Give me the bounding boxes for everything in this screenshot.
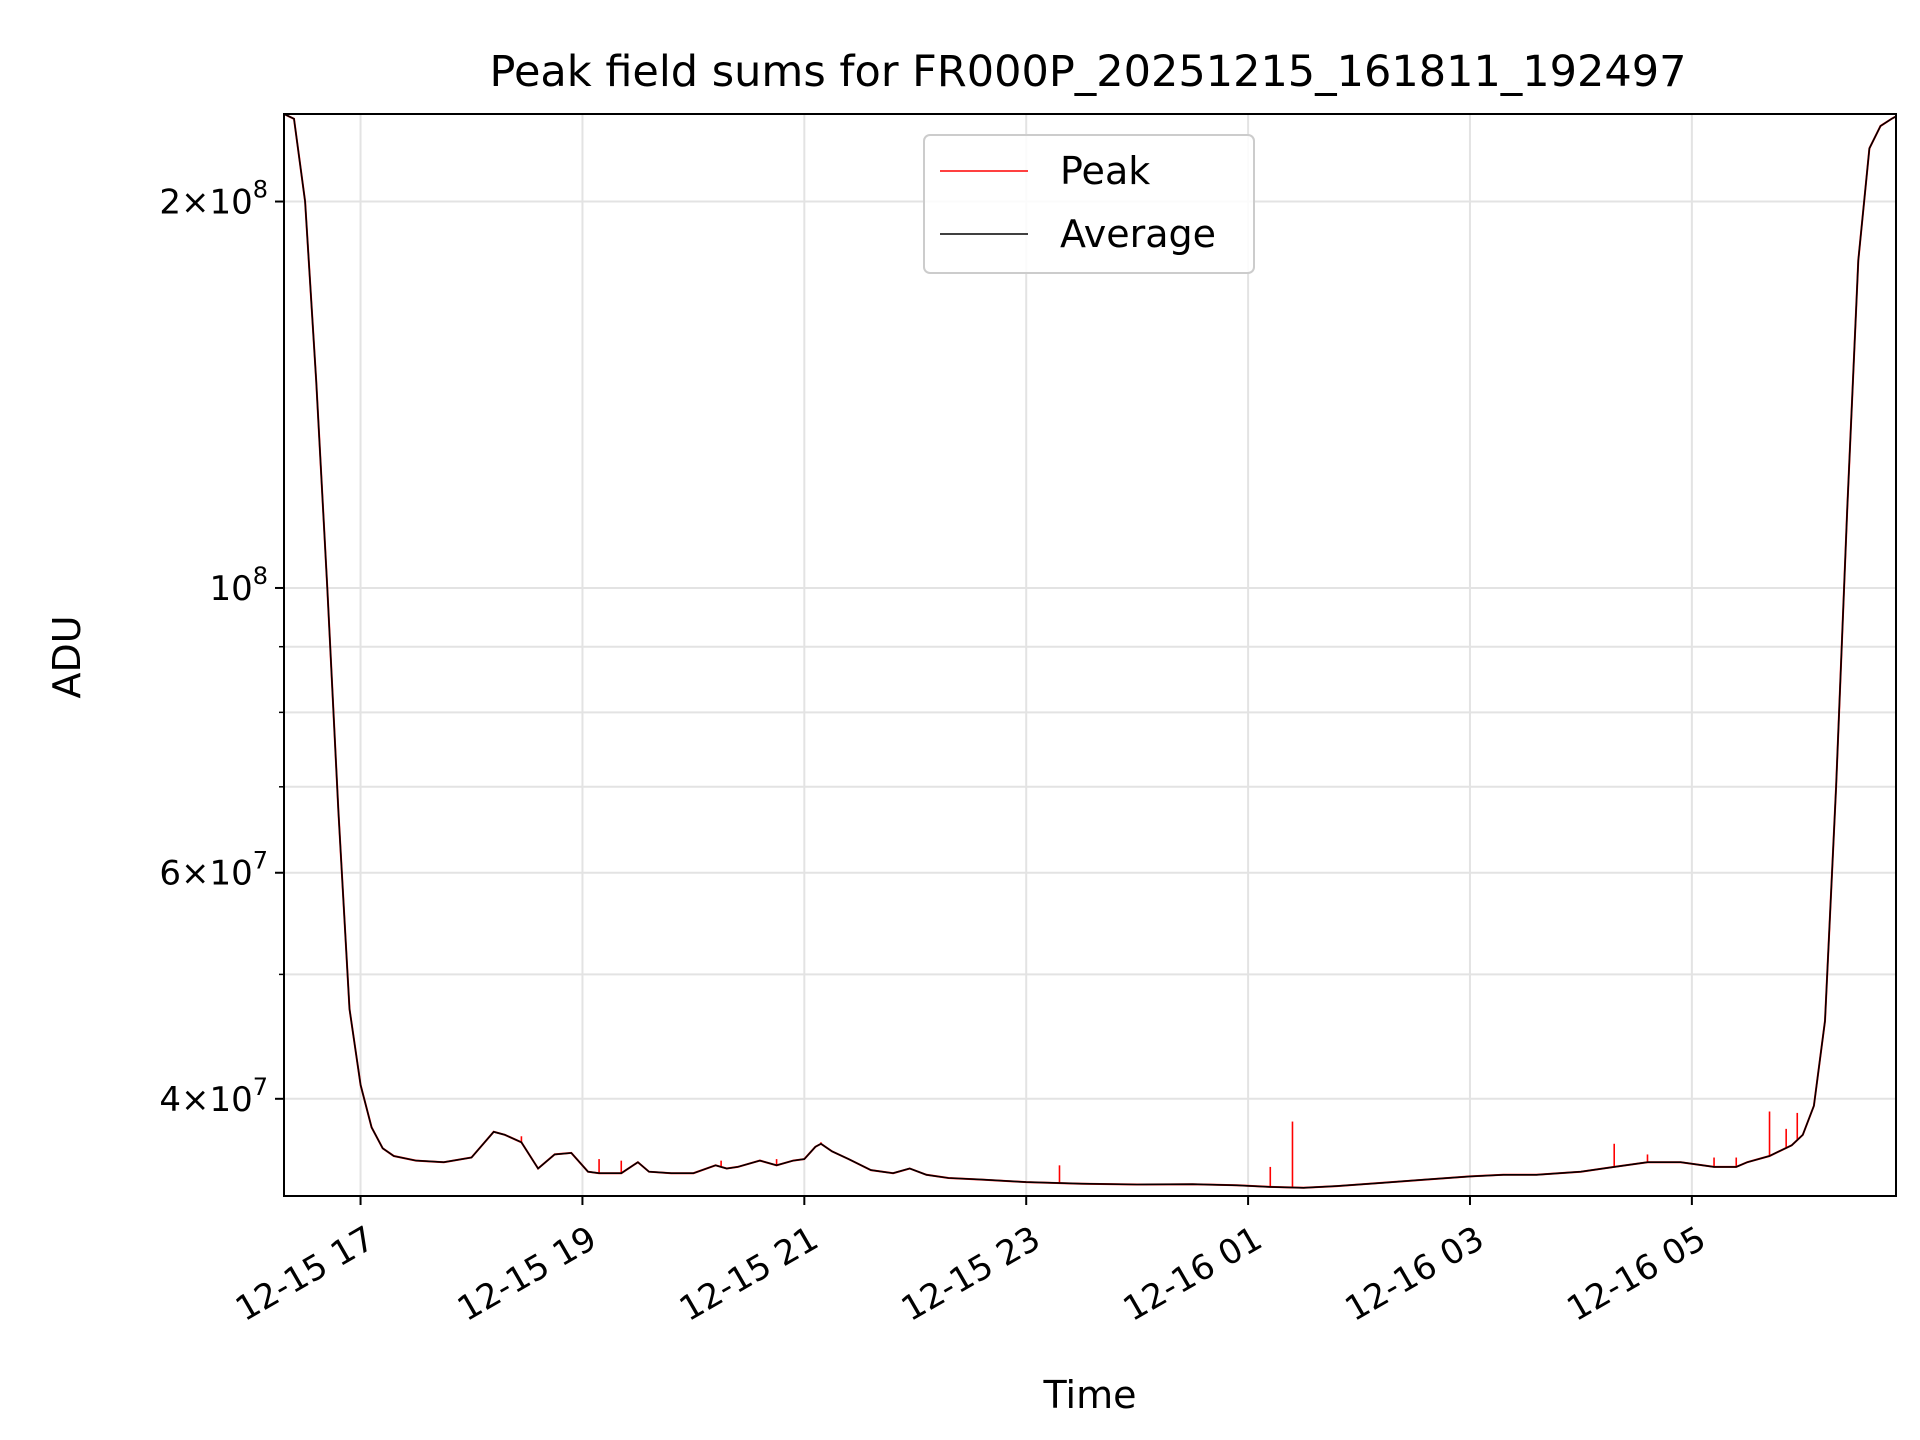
grid [284,114,1896,1196]
y-axis: 4×107 6×107 108 2×108 [159,176,284,1120]
y-tick-exponent: 7 [253,1073,268,1101]
x-tick-label: 12-15 19 [451,1219,603,1330]
series-layer [283,113,1897,1189]
x-axis-label: Time [1043,1373,1137,1417]
x-axis: 12-15 17 12-15 19 12-15 21 12-15 23 12-16 01… [229,1196,1713,1330]
legend-box [923,134,1255,274]
y-tick-label: 2×108 [159,176,268,223]
series-peak-line [283,113,1897,1189]
y-tick-exponent: 8 [253,176,268,204]
y-tick-label: 108 [209,562,268,609]
x-tick-label: 12-15 23 [895,1219,1047,1330]
x-tick-label: 12-15 21 [673,1219,825,1330]
x-tick-label: 12-16 01 [1117,1219,1269,1330]
legend-label-peak: Peak [1060,149,1150,193]
chart-title: Peak field sums for FR000P_20251215_1618… [490,47,1687,97]
y-tick-label: 6×107 [159,847,268,894]
x-tick-label: 12-16 03 [1338,1219,1490,1330]
y-tick-exponent: 8 [253,562,268,590]
legend-label-average: Average [1060,212,1216,256]
y-tick-exponent: 7 [253,847,268,875]
x-tick-label: 12-15 17 [229,1219,381,1330]
legend: Peak Average [923,134,1255,274]
y-axis-label: ADU [45,615,89,698]
series-average-line [283,113,1897,1189]
y-tick-label: 4×107 [159,1073,268,1120]
x-tick-label: 12-16 05 [1560,1219,1712,1330]
plot-frame [283,113,1897,1197]
